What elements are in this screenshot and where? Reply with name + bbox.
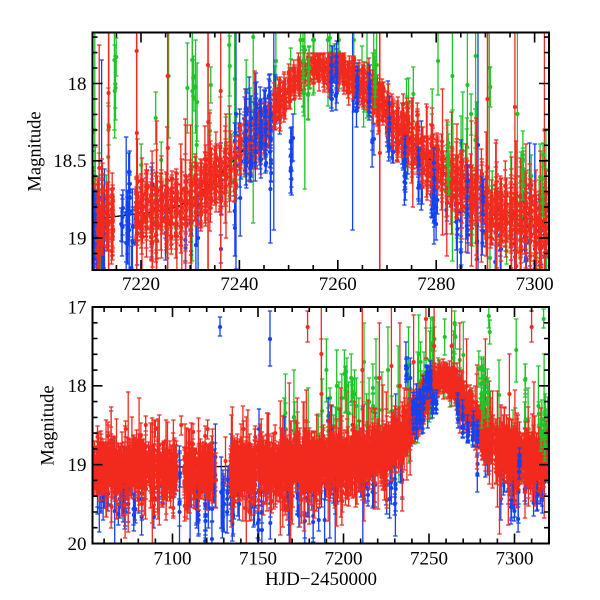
svg-text:Magnitude: Magnitude <box>39 385 59 465</box>
svg-text:7250: 7250 <box>410 549 448 570</box>
svg-text:18: 18 <box>68 376 87 397</box>
svg-text:19: 19 <box>68 228 87 249</box>
svg-text:20: 20 <box>68 534 87 555</box>
svg-text:7280: 7280 <box>417 274 455 295</box>
svg-text:18: 18 <box>68 74 87 95</box>
svg-text:Magnitude: Magnitude <box>26 111 46 191</box>
svg-text:18.5: 18.5 <box>53 151 86 172</box>
svg-text:7300: 7300 <box>516 274 554 295</box>
svg-text:7300: 7300 <box>496 549 534 570</box>
svg-text:7150: 7150 <box>239 549 277 570</box>
svg-text:7240: 7240 <box>220 274 258 295</box>
svg-text:19: 19 <box>68 455 87 476</box>
svg-text:7260: 7260 <box>319 274 357 295</box>
svg-text:17: 17 <box>68 297 87 318</box>
svg-text:7220: 7220 <box>122 274 160 295</box>
svg-text:HJD−2450000: HJD−2450000 <box>265 569 377 590</box>
svg-text:7200: 7200 <box>325 549 363 570</box>
svg-text:7100: 7100 <box>154 549 192 570</box>
